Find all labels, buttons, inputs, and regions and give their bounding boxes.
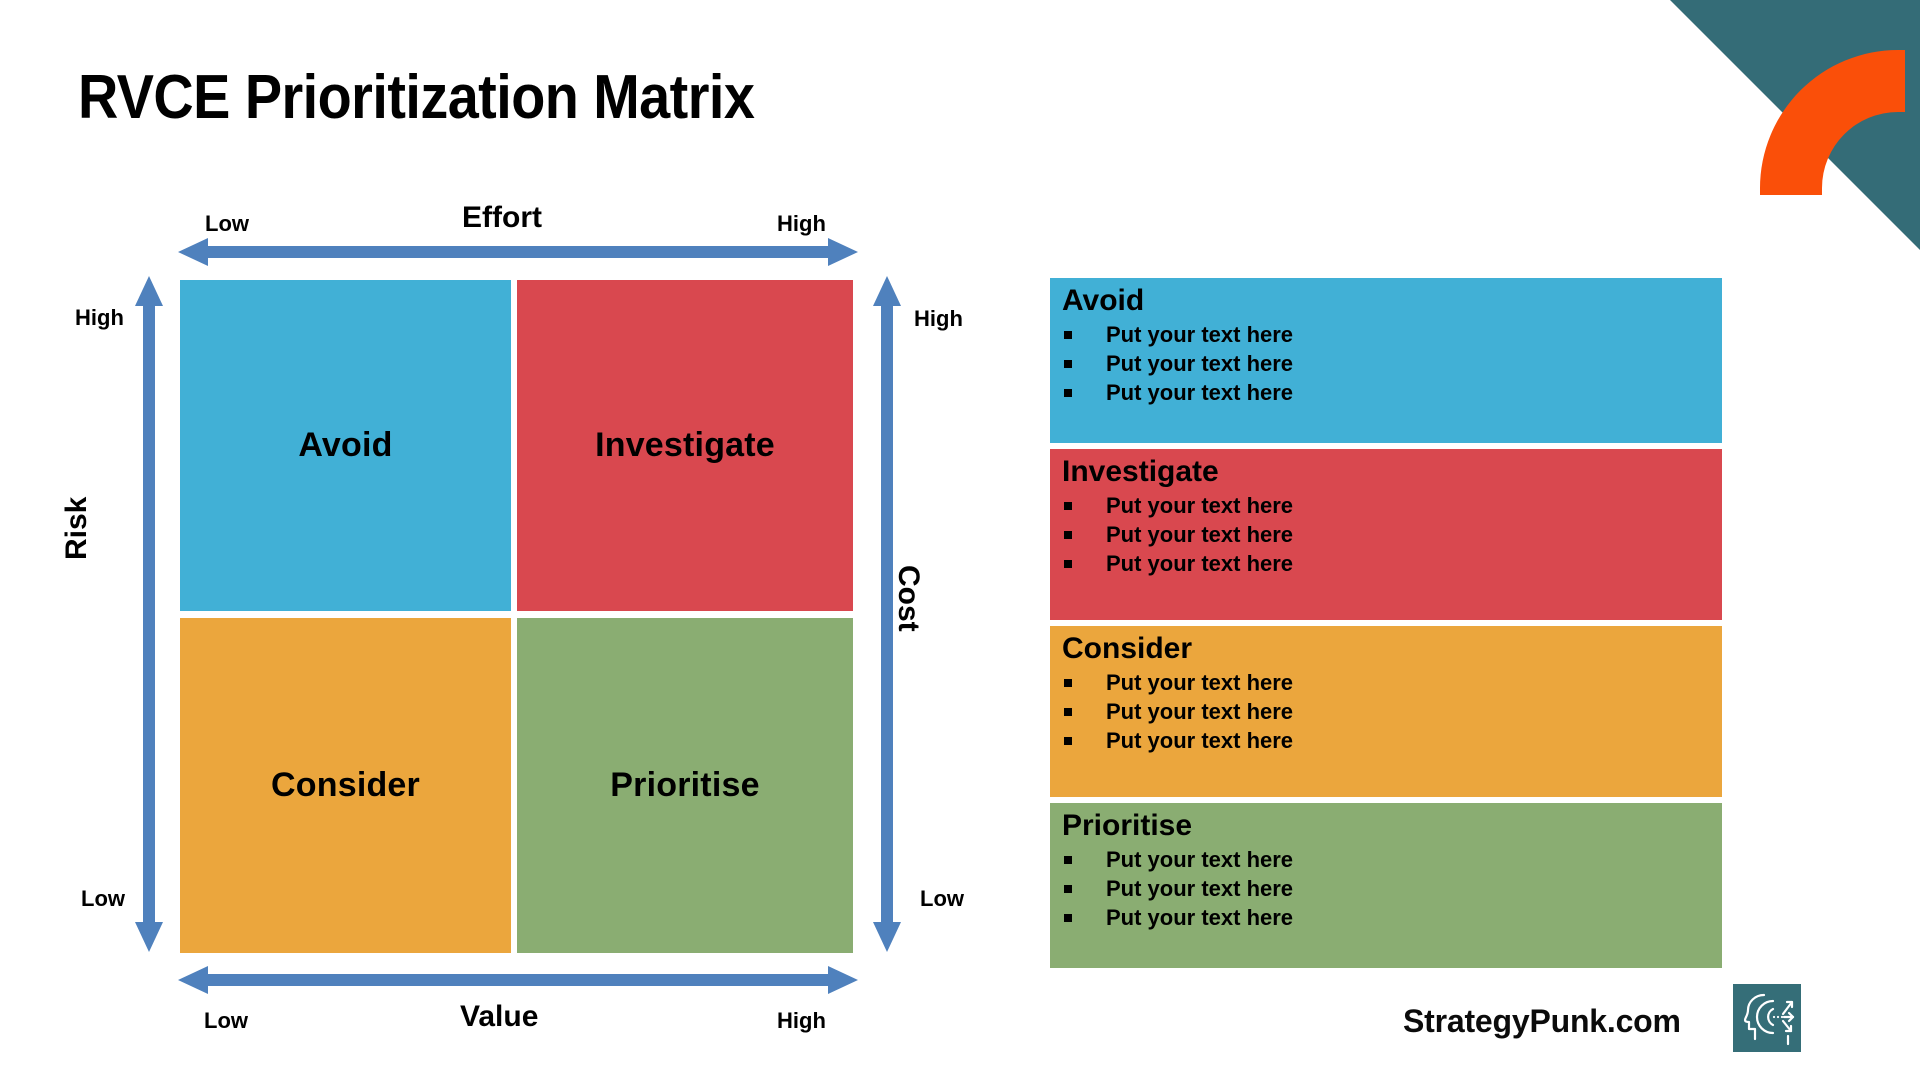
quadrant-investigate[interactable]: Investigate [517, 280, 853, 611]
list-item: Put your text here [1058, 668, 1722, 697]
left-axis-label-risk: Risk [60, 496, 93, 560]
bullet-square-icon [1064, 707, 1072, 716]
quadrant-consider-label: Consider [271, 766, 420, 804]
legend-row-investigate[interactable]: Investigate Put your text here Put your … [1050, 449, 1722, 620]
quadrant-prioritise-label: Prioritise [610, 766, 760, 804]
bullet-square-icon [1064, 389, 1072, 398]
list-item-text: Put your text here [1106, 521, 1294, 547]
corner-decoration-svg [1670, 0, 1920, 250]
legend-bullets-prioritise: Put your text here Put your text here Pu… [1058, 845, 1722, 933]
list-item-text: Put your text here [1106, 492, 1294, 518]
brand-logo[interactable] [1733, 984, 1801, 1052]
bottom-axis-low-label: Low [204, 1008, 248, 1033]
legend-row-consider[interactable]: Consider Put your text here Put your tex… [1050, 626, 1722, 797]
left-axis-low-label: Low [81, 886, 125, 911]
corner-decoration [1560, 0, 1920, 310]
legend-row-avoid[interactable]: Avoid Put your text here Put your text h… [1050, 278, 1722, 443]
list-item: Put your text here [1058, 378, 1722, 407]
list-item-text: Put your text here [1106, 698, 1294, 724]
legend-panel: Avoid Put your text here Put your text h… [1050, 278, 1722, 974]
page-title: RVCE Prioritization Matrix [78, 63, 755, 132]
list-item-text: Put your text here [1106, 350, 1294, 376]
list-item-text: Put your text here [1106, 380, 1294, 406]
bottom-axis-arrow [178, 966, 858, 994]
corner-triangle [1670, 0, 1920, 250]
legend-title-prioritise: Prioritise [1062, 809, 1193, 842]
legend-bullets-consider: Put your text here Put your text here Pu… [1058, 668, 1722, 756]
top-axis-arrow [178, 238, 858, 266]
list-item-text: Put your text here [1106, 669, 1294, 695]
bullet-square-icon [1064, 330, 1072, 339]
list-item-text: Put your text here [1106, 321, 1294, 347]
list-item: Put your text here [1058, 549, 1722, 578]
left-axis-arrow [135, 276, 163, 952]
top-axis-label-effort: Effort [462, 201, 542, 234]
list-item-text: Put your text here [1106, 551, 1294, 577]
top-axis-high-label: High [777, 211, 826, 236]
bullet-square-icon [1064, 359, 1072, 368]
bullet-square-icon [1064, 501, 1072, 510]
list-item: Put your text here [1058, 320, 1722, 349]
legend-title-consider: Consider [1062, 632, 1193, 665]
bottom-axis-label-value: Value [460, 1000, 539, 1033]
legend-bullets-investigate: Put your text here Put your text here Pu… [1058, 491, 1722, 579]
bullet-square-icon [1064, 914, 1072, 923]
corner-arc-icon [1760, 50, 1905, 195]
list-item-text: Put your text here [1106, 846, 1294, 872]
quadrant-prioritise[interactable]: Prioritise [517, 618, 853, 953]
list-item: Put your text here [1058, 903, 1722, 932]
brand-name[interactable]: StrategyPunk.com [1403, 1003, 1681, 1039]
bullet-square-icon [1064, 737, 1072, 746]
list-item: Put your text here [1058, 726, 1722, 755]
bottom-axis-high-label: High [777, 1008, 826, 1033]
quadrant-avoid[interactable]: Avoid [180, 280, 511, 611]
list-item: Put your text here [1058, 349, 1722, 378]
list-item-text: Put your text here [1106, 728, 1294, 754]
list-item: Put your text here [1058, 491, 1722, 520]
quadrant-avoid-label: Avoid [298, 426, 393, 464]
list-item-text: Put your text here [1106, 875, 1294, 901]
legend-title-investigate: Investigate [1062, 455, 1219, 488]
legend-title-avoid: Avoid [1062, 284, 1145, 317]
head-profile-arrows-icon [1743, 993, 1795, 1046]
list-item: Put your text here [1058, 845, 1722, 874]
right-axis-low-label: Low [920, 886, 964, 911]
bullet-square-icon [1064, 560, 1072, 569]
legend-bullets-avoid: Put your text here Put your text here Pu… [1058, 320, 1722, 408]
top-axis-low-label: Low [205, 211, 249, 236]
list-item: Put your text here [1058, 697, 1722, 726]
bullet-square-icon [1064, 884, 1072, 893]
list-item: Put your text here [1058, 874, 1722, 903]
right-axis-arrow [873, 276, 901, 952]
bullet-square-icon [1064, 855, 1072, 864]
left-axis-high-label: High [75, 305, 124, 330]
bullet-square-icon [1064, 530, 1072, 539]
bullet-square-icon [1064, 678, 1072, 687]
quadrant-consider[interactable]: Consider [180, 618, 511, 953]
quadrant-investigate-label: Investigate [595, 426, 775, 464]
legend-row-prioritise[interactable]: Prioritise Put your text here Put your t… [1050, 803, 1722, 968]
list-item: Put your text here [1058, 520, 1722, 549]
list-item-text: Put your text here [1106, 905, 1294, 931]
right-axis-high-label: High [914, 306, 963, 331]
